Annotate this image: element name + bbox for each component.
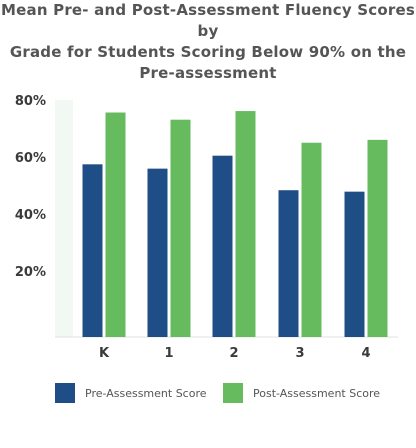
legend-swatch-post <box>223 383 243 403</box>
chart-title-line-1: Mean Pre- and Post-Assessment Fluency Sc… <box>1 1 415 40</box>
bar-post-1 <box>170 119 191 338</box>
legend-swatch-pre <box>55 383 75 403</box>
x-category-label-1: 1 <box>164 346 173 361</box>
bar-post-2 <box>235 111 256 337</box>
chart-title: Mean Pre- and Post-Assessment Fluency Sc… <box>0 0 416 84</box>
bar-pre-1 <box>147 168 168 337</box>
y-tick-label-20: 20% <box>15 265 46 280</box>
y-tick-label-60: 60% <box>15 151 46 166</box>
bars-group <box>82 111 388 338</box>
x-category-label-2: 2 <box>229 346 238 361</box>
bar-post-3 <box>301 142 322 337</box>
x-category-label-k: K <box>99 346 110 361</box>
x-category-label-4: 4 <box>361 346 370 361</box>
bar-post-k <box>105 112 126 337</box>
y-tick-label-40: 40% <box>15 208 46 223</box>
bar-pre-3 <box>278 190 299 337</box>
plot-background <box>55 100 73 337</box>
chart-title-line-2: Grade for Students Scoring Below 90% on … <box>9 43 407 61</box>
bar-pre-2 <box>212 155 233 337</box>
bar-pre-4 <box>344 191 365 337</box>
x-category-label-3: 3 <box>295 346 304 361</box>
chart-title-line-3: Pre-assessment <box>139 64 277 82</box>
legend-label-post: Post-Assessment Score <box>253 387 380 400</box>
legend-label-pre: Pre-Assessment Score <box>85 387 207 400</box>
y-tick-label-80: 80% <box>15 94 46 109</box>
bar-post-4 <box>367 139 388 337</box>
bar-pre-k <box>82 164 103 337</box>
